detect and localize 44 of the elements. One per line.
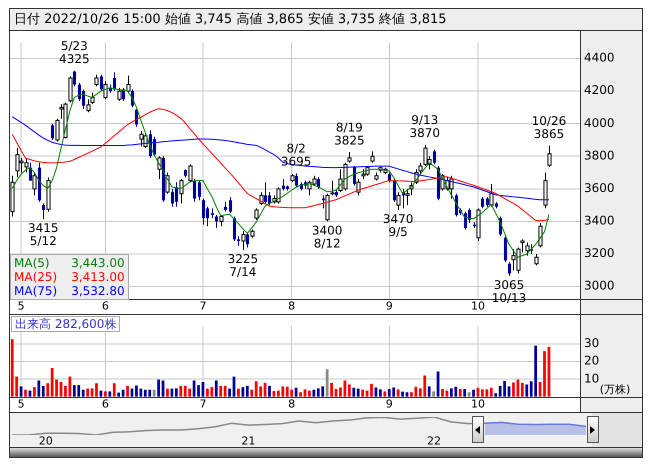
chart-title: 出来高 282,600株 [11,316,120,332]
y-tick-label: 4000 [584,116,615,130]
x-tick-label: 6 [102,299,109,312]
chart-title: 日付 2022/10/26 15:00 始値 3,745 高値 3,865 安値 3,735 終値 3,815 [9,8,643,30]
y-axis-title: (万株) [600,383,630,396]
y-tick-label: 20 [584,354,600,368]
annotation: 8/2 3695 [280,141,312,168]
text: MA(5) [14,256,50,270]
x-tick-label: 8 [288,299,296,312]
x-tick-label: 8 [288,397,296,410]
text: MA(75) [14,284,58,298]
x-tick-label: 6 [102,397,109,410]
y-tick-label: 30 [584,336,600,350]
x-tick-label: 20 [38,434,53,448]
x-tick-label: 10 [470,299,485,312]
x-tick-label: 9 [386,397,393,410]
annotation: 3,443.00 [71,256,125,270]
x-tick-label: 22 [427,434,442,448]
y-tick-label: 3200 [584,246,615,260]
y-tick-label: 4200 [584,83,615,98]
annotation: 5/23 4325 [59,38,90,66]
x-tick-label: 10 [470,397,485,410]
annotation: 3470 9/5 [382,212,414,240]
x-tick-label: 7 [199,299,206,312]
annotation: 3225 7/14 [228,252,258,280]
annotation: 3,532.80 [71,284,125,298]
annotation: 10/26 3865 [532,114,566,141]
y-tick-label: 3400 [584,214,615,228]
annotation: 3400 8/12 [312,224,342,251]
x-tick-label: 7 [199,397,206,410]
x-tick-label: 5 [18,397,25,410]
x-tick-label: 9 [386,299,393,312]
y-tick-label: 10 [584,371,600,386]
text: MA(25) [14,270,58,284]
y-tick-label: 3800 [584,148,615,162]
x-tick-label: 21 [241,434,256,448]
y-tick-label: 3600 [584,180,615,195]
annotation: 3,413.00 [71,270,125,284]
y-tick-label: 3000 [584,278,615,293]
annotation: 3415 5/12 [28,221,59,248]
x-tick-label: 5 [18,299,25,312]
annotation: 8/19 3825 [334,120,365,148]
annotation: 9/13 3870 [409,112,440,140]
y-tick-label: 4400 [584,50,615,65]
